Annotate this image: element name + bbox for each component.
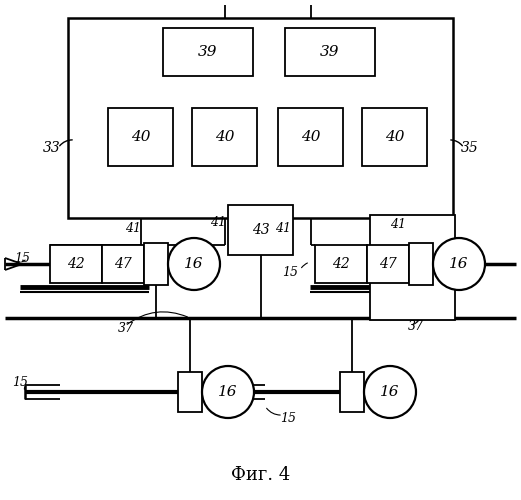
Text: 41: 41 — [125, 222, 141, 234]
Bar — [228, 205, 293, 255]
Text: 16: 16 — [218, 385, 238, 399]
Text: 16: 16 — [449, 257, 469, 271]
Text: 41: 41 — [210, 216, 226, 228]
Bar — [144, 243, 168, 285]
Text: 35: 35 — [461, 141, 479, 155]
Bar — [102, 245, 144, 283]
Bar — [68, 18, 453, 218]
Text: 16: 16 — [184, 257, 204, 271]
Text: 40: 40 — [301, 130, 320, 144]
Text: 15: 15 — [282, 266, 298, 278]
Bar — [108, 108, 173, 166]
Text: 39: 39 — [199, 45, 218, 59]
Text: 41: 41 — [390, 218, 406, 232]
Bar — [370, 215, 455, 320]
Text: 42: 42 — [67, 257, 85, 271]
Text: 39: 39 — [320, 45, 340, 59]
Bar — [278, 108, 343, 166]
Text: Фиг. 4: Фиг. 4 — [231, 466, 291, 484]
Bar — [315, 245, 367, 283]
Text: 41: 41 — [275, 222, 291, 234]
Text: 43: 43 — [252, 223, 269, 237]
Bar — [178, 372, 202, 412]
Bar — [362, 108, 427, 166]
Text: 47: 47 — [114, 257, 132, 271]
Text: 37: 37 — [118, 322, 134, 334]
Bar — [192, 108, 257, 166]
Text: 37: 37 — [408, 320, 424, 334]
Bar — [367, 245, 409, 283]
Text: 16: 16 — [380, 385, 400, 399]
Circle shape — [364, 366, 416, 418]
Text: 40: 40 — [131, 130, 150, 144]
Bar — [50, 245, 102, 283]
Text: 15: 15 — [280, 412, 296, 424]
Text: 15: 15 — [14, 252, 30, 264]
Text: 47: 47 — [379, 257, 397, 271]
Bar — [285, 28, 375, 76]
Circle shape — [202, 366, 254, 418]
Text: 40: 40 — [215, 130, 234, 144]
Circle shape — [168, 238, 220, 290]
Circle shape — [433, 238, 485, 290]
Text: 33: 33 — [43, 141, 61, 155]
Bar — [163, 28, 253, 76]
Text: 15: 15 — [12, 376, 28, 388]
Text: 40: 40 — [384, 130, 404, 144]
Bar — [340, 372, 364, 412]
Text: 42: 42 — [332, 257, 350, 271]
Bar — [409, 243, 433, 285]
